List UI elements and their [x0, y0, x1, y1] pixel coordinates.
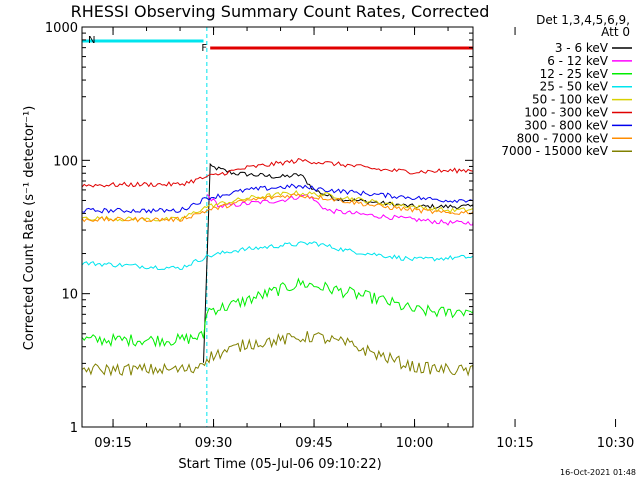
x-tick-label-2: 09:45: [295, 436, 332, 451]
legend-label-1: 6 - 12 keV: [547, 54, 609, 68]
legend-label-5: 100 - 300 keV: [524, 106, 608, 120]
generated-timestamp: 16-Oct-2021 01:48: [560, 468, 636, 477]
x-tick-label-4: 10:15: [496, 436, 533, 451]
plot-frame: [81, 26, 474, 428]
flag-label-N: N: [88, 35, 95, 46]
y-tick-label-0: 1: [70, 421, 78, 436]
observing-flags: NF: [82, 35, 473, 54]
y-tick-label-2: 100: [53, 154, 78, 169]
series-line-2: [81, 215, 474, 418]
x-axis-label: Start Time (05-Jul-06 09:10:22): [178, 457, 381, 472]
legend-label-4: 50 - 100 keV: [532, 93, 609, 107]
y-tick-label-1: 10: [61, 288, 78, 303]
legend-label-2: 12 - 25 keV: [540, 67, 609, 81]
legend-label-6: 300 - 800 keV: [524, 118, 608, 132]
legend-header-1: Det 1,3,4,5,6,9,: [536, 13, 630, 27]
y-tick-label-3: 1000: [45, 21, 78, 36]
legend-label-3: 25 - 50 keV: [540, 80, 609, 94]
chart-title: RHESSI Observing Summary Count Rates, Co…: [71, 2, 490, 21]
x-tick-label-0: 09:15: [94, 436, 131, 451]
x-tick-label-1: 09:30: [195, 436, 232, 451]
flag-label-F: F: [201, 43, 207, 54]
y-axis-ticks: 1 10 100 1000: [45, 21, 473, 436]
series-line-6: [81, 166, 474, 218]
series-line-3: [81, 140, 474, 334]
legend-label-7: 800 - 7000 keV: [517, 131, 609, 145]
vertical-markers: [206, 27, 474, 427]
x-tick-label-5: 10:30: [597, 436, 634, 451]
series-line-0: [203, 162, 474, 363]
legend-header-2: Att 0: [601, 25, 630, 39]
series-line-4: [81, 100, 474, 267]
legend-label-8: 7000 - 15000 keV: [501, 144, 608, 158]
series-line-8: [81, 282, 474, 377]
legend-label-0: 3 - 6 keV: [555, 41, 609, 55]
y-axis-label: Corrected Count Rate (s⁻¹ detector⁻¹): [22, 106, 37, 351]
series-line-5: [81, 111, 474, 233]
x-tick-label-3: 10:00: [396, 436, 433, 451]
series-lines: [81, 100, 474, 418]
